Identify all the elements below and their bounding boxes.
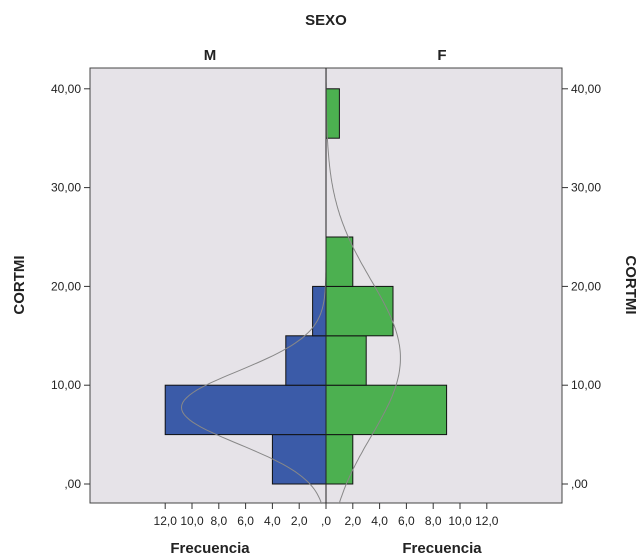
y-tick-label-right: 40,00 [571,82,601,96]
bar-f-10-15 [325,335,367,386]
bar-f-15-20 [325,285,394,337]
x-tick-label-right: 8,0 [425,514,442,528]
x-tick-label-right: 12,0 [475,514,499,528]
panel-label-f: F [437,47,446,64]
bar-m-0-5 [271,434,327,485]
normal-curve-f [325,69,401,504]
y-axis-label-right: CORTMI [622,255,639,314]
panel-label-m: M [204,47,217,64]
y-tick-label-right: 30,00 [571,181,601,195]
y-tick-label-right: 20,00 [571,279,601,293]
x-tick-label-left: 8,0 [210,514,227,528]
bar-m-10-15 [285,335,327,386]
y-tick-label-left: 40,00 [51,82,81,96]
x-tick-label-right: 10,0 [448,514,472,528]
y-tick-label-left: 10,00 [51,378,81,392]
x-tick-label-right: 4,0 [371,514,388,528]
x-tick-label-left: 6,0 [237,514,254,528]
bar-f-20-25 [325,236,354,287]
y-tick-label-right: 10,00 [571,378,601,392]
x-tick-label-right: 2,0 [344,514,361,528]
y-tick-label-left: 20,00 [51,279,81,293]
y-axis-label-left: CORTMI [11,255,28,314]
x-tick-label-left: 12,0 [154,514,178,528]
bar-m-15-20 [312,285,327,337]
x-tick-label-left: 4,0 [264,514,281,528]
x-tick-label-left: 2,0 [291,514,308,528]
x-axis-label-left: Frecuencia [170,540,250,557]
bar-m-5-10 [164,384,327,436]
y-tick-label-left: 30,00 [51,181,81,195]
chart-title: SEXO [305,12,347,29]
x-tick-label-left: 10,0 [180,514,204,528]
y-tick-label-right: ,00 [571,477,588,491]
bar-f-35-40 [325,88,340,139]
bar-f-0-5 [325,434,354,485]
x-tick-label-right: 6,0 [398,514,415,528]
y-tick-label-left: ,00 [64,477,81,491]
x-axis-label-right: Frecuencia [402,540,482,557]
x-tick-label-right: ,0 [321,514,331,528]
